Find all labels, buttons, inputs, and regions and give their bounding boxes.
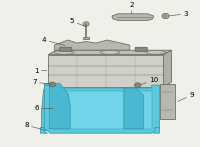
Polygon shape (41, 84, 53, 132)
Polygon shape (48, 50, 172, 55)
Polygon shape (112, 14, 154, 20)
Circle shape (162, 13, 169, 19)
Polygon shape (164, 50, 172, 87)
Bar (83, 37, 89, 39)
Text: 7: 7 (32, 79, 52, 85)
FancyBboxPatch shape (60, 47, 72, 51)
Ellipse shape (54, 51, 74, 54)
Circle shape (135, 83, 141, 87)
Text: 10: 10 (141, 77, 158, 85)
Circle shape (49, 82, 56, 87)
Polygon shape (49, 84, 70, 129)
FancyBboxPatch shape (48, 55, 164, 87)
Ellipse shape (100, 51, 120, 54)
Text: 9: 9 (178, 92, 194, 101)
FancyBboxPatch shape (135, 47, 147, 51)
Text: 5: 5 (70, 18, 85, 26)
Polygon shape (154, 127, 160, 133)
Polygon shape (40, 127, 47, 133)
FancyBboxPatch shape (160, 84, 175, 119)
Polygon shape (124, 88, 144, 129)
Circle shape (83, 22, 89, 26)
Ellipse shape (146, 51, 166, 54)
Text: 3: 3 (170, 11, 188, 17)
Polygon shape (54, 40, 130, 50)
Text: 6: 6 (34, 105, 53, 111)
Text: 1: 1 (34, 68, 47, 74)
Text: 4: 4 (42, 37, 65, 45)
Polygon shape (44, 85, 160, 133)
Polygon shape (54, 91, 152, 129)
Text: 8: 8 (24, 122, 44, 130)
Text: 2: 2 (129, 2, 134, 14)
